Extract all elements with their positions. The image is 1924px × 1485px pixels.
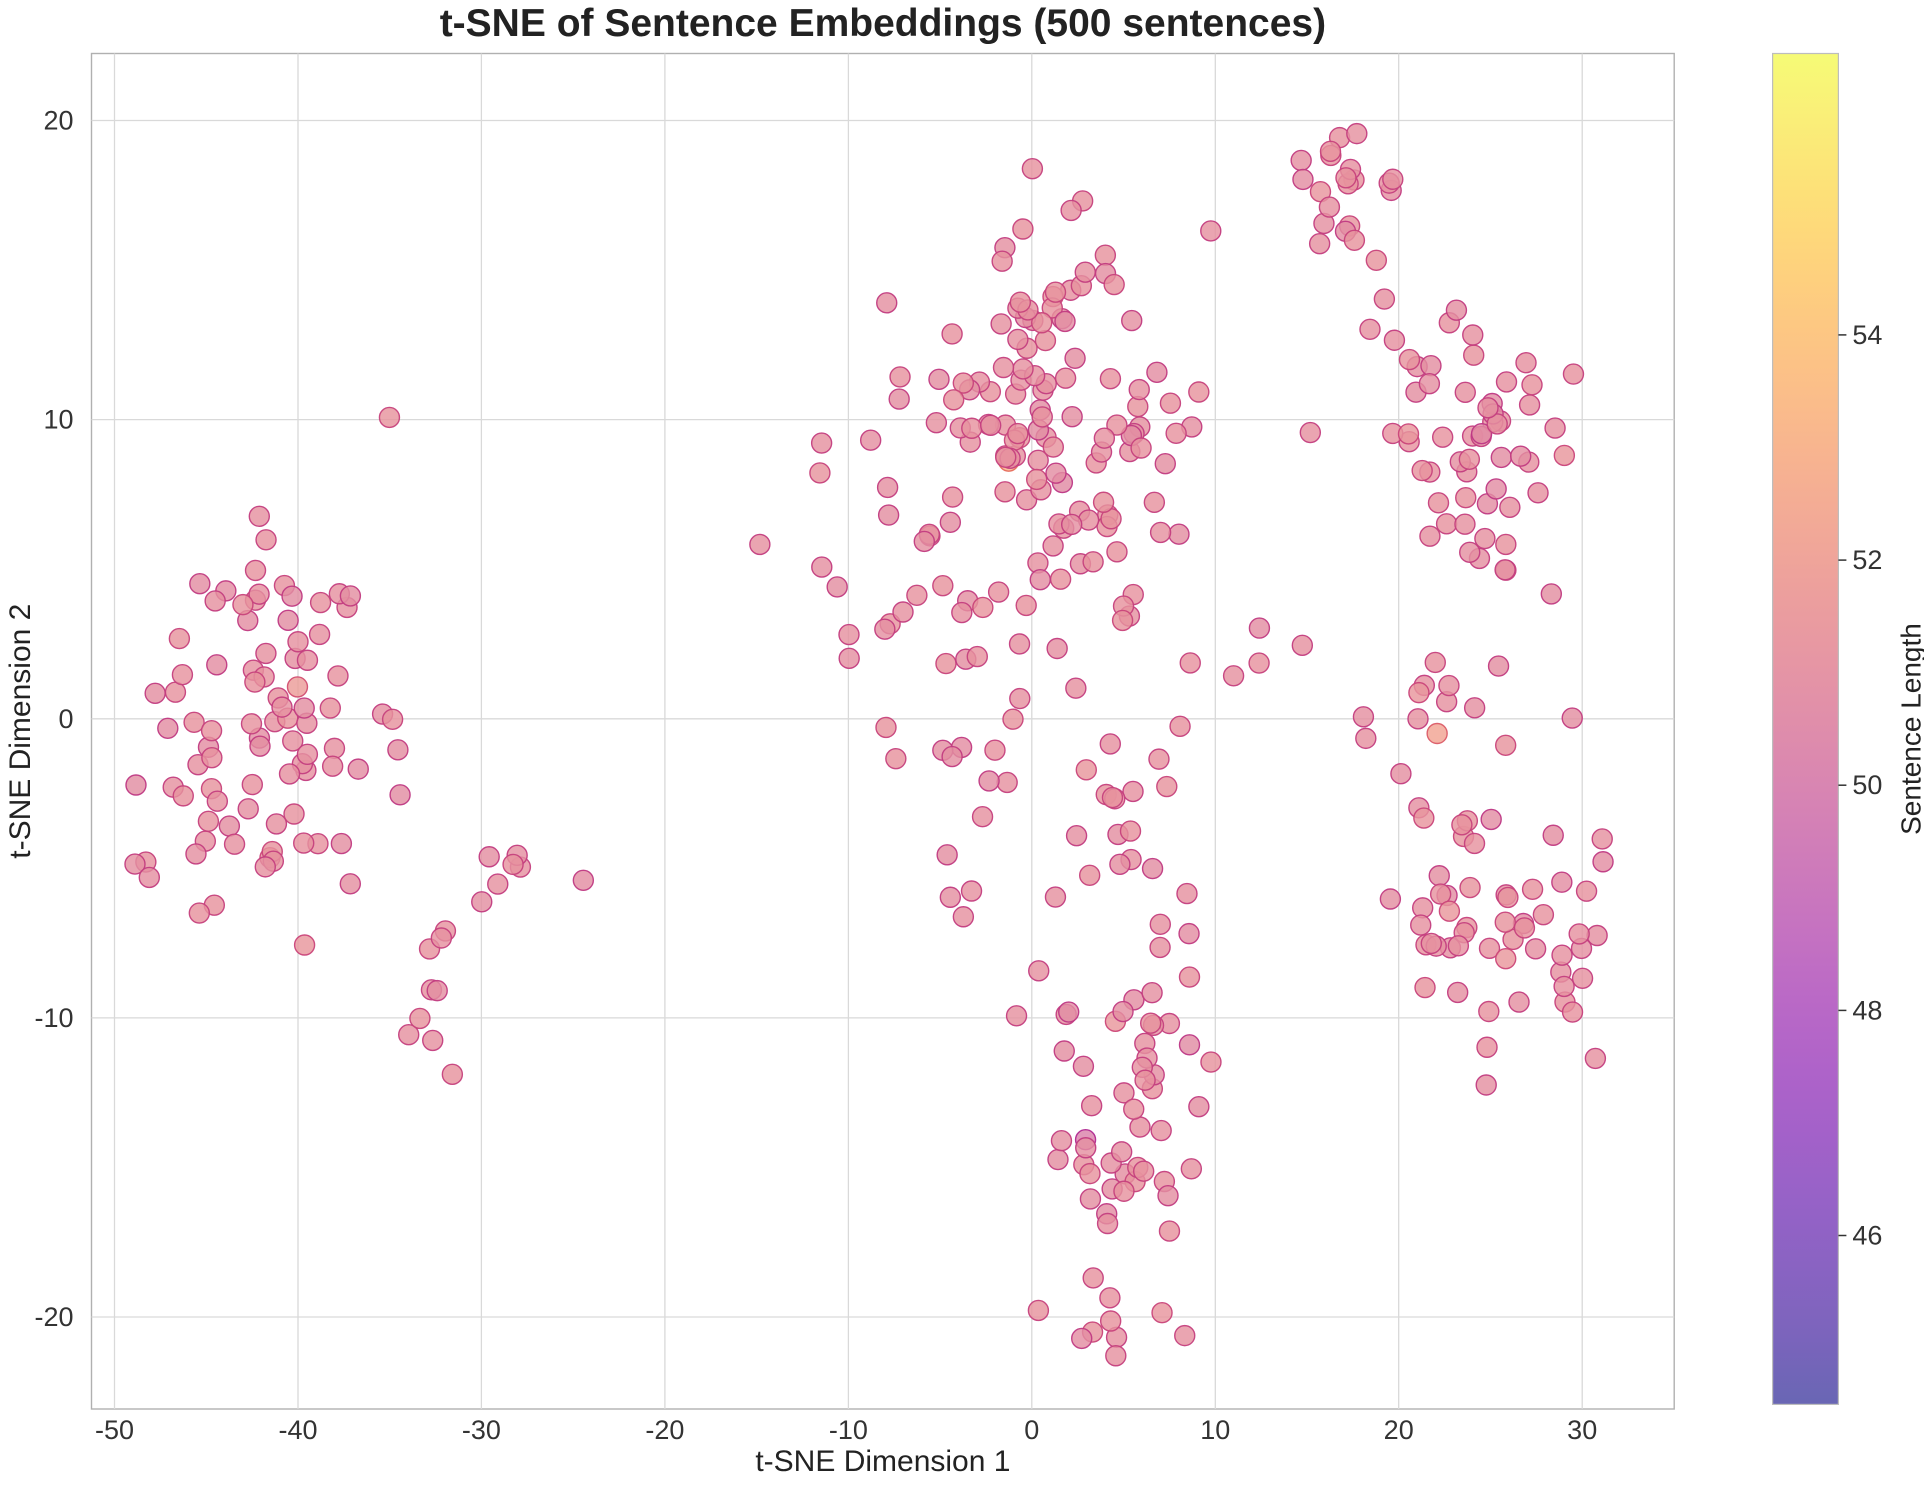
svg-text:-20: -20 [645, 1415, 684, 1445]
svg-text:-40: -40 [278, 1415, 317, 1445]
svg-text:0: 0 [1024, 1415, 1039, 1445]
svg-text:t-SNE of Sentence Embeddings (: t-SNE of Sentence Embeddings (500 senten… [440, 2, 1326, 45]
svg-text:10: 10 [43, 405, 73, 435]
svg-text:t-SNE Dimension 1: t-SNE Dimension 1 [755, 1445, 1010, 1478]
svg-text:-50: -50 [95, 1415, 134, 1445]
svg-text:-10: -10 [34, 1003, 73, 1033]
svg-text:Sentence Length: Sentence Length [1895, 623, 1924, 835]
svg-text:48: 48 [1852, 995, 1882, 1025]
svg-text:52: 52 [1852, 545, 1882, 575]
svg-text:20: 20 [1384, 1415, 1414, 1445]
svg-text:30: 30 [1567, 1415, 1597, 1445]
svg-text:54: 54 [1852, 320, 1882, 350]
svg-text:-10: -10 [829, 1415, 868, 1445]
svg-text:-20: -20 [34, 1302, 73, 1332]
svg-text:0: 0 [58, 704, 73, 734]
svg-text:46: 46 [1852, 1221, 1882, 1251]
svg-text:50: 50 [1852, 770, 1882, 800]
svg-text:10: 10 [1200, 1415, 1230, 1445]
svg-text:t-SNE Dimension 2: t-SNE Dimension 2 [4, 604, 37, 859]
svg-text:-30: -30 [462, 1415, 501, 1445]
svg-text:20: 20 [43, 106, 73, 136]
